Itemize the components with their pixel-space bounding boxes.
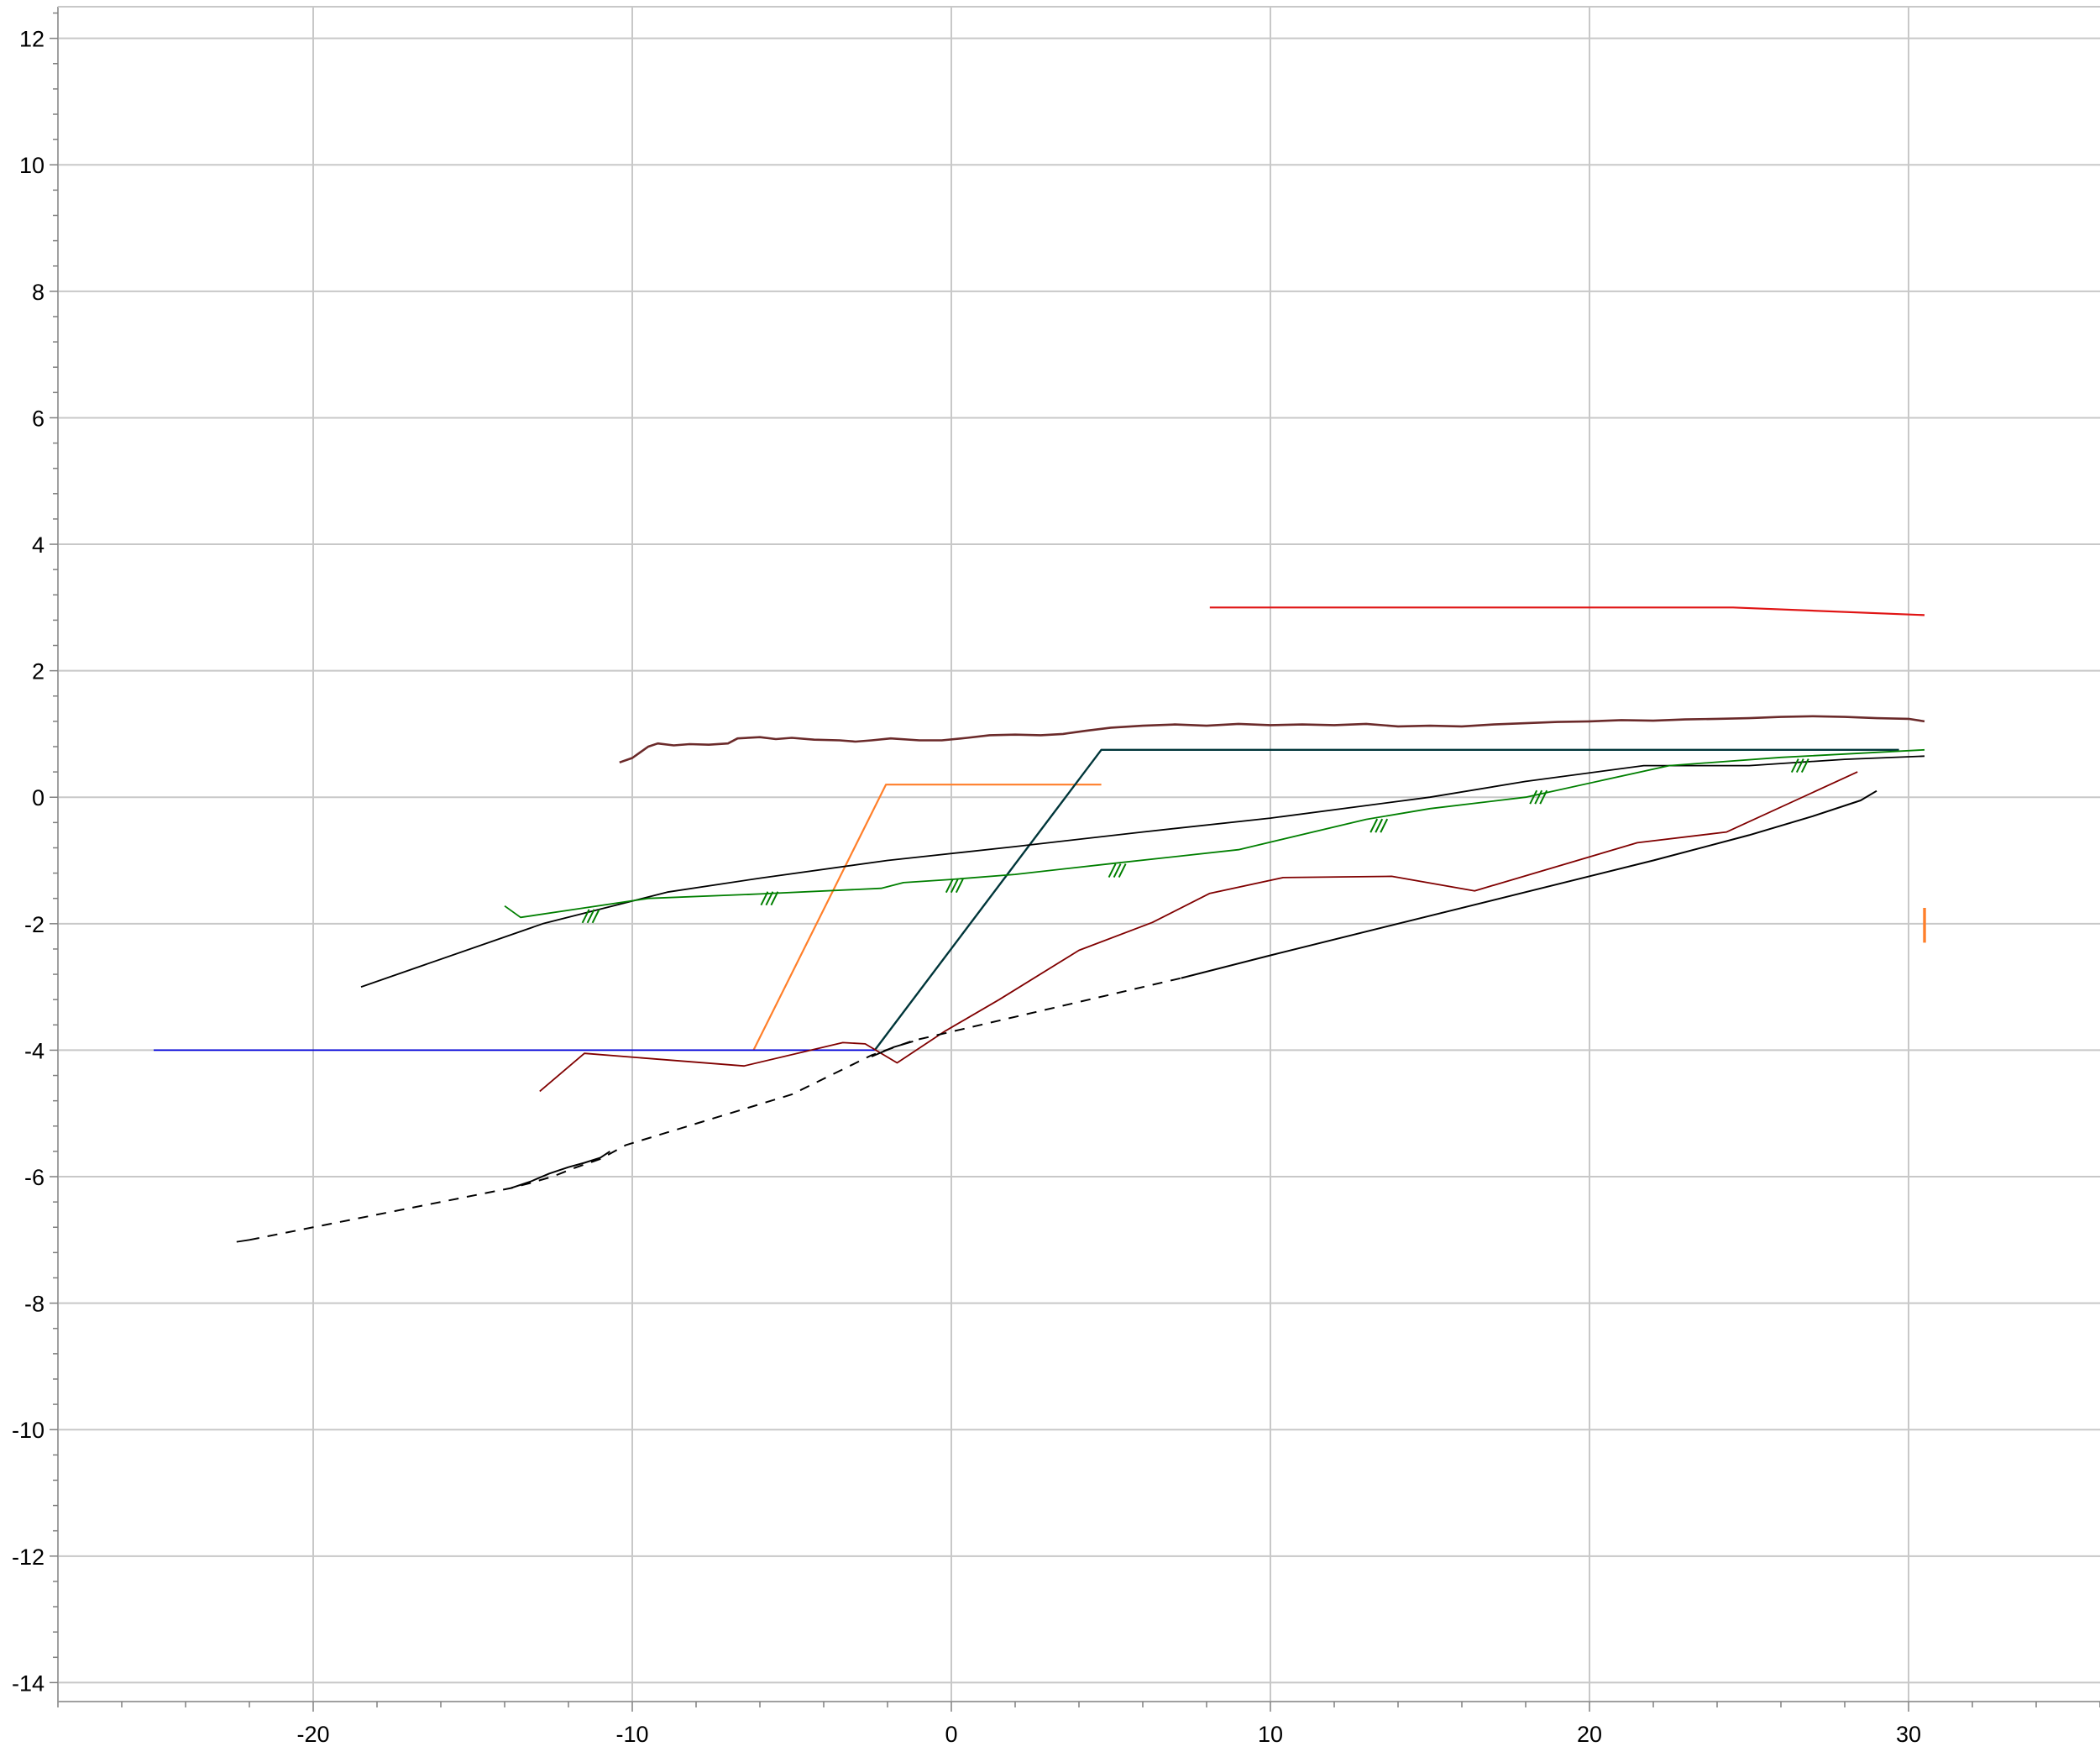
hatch-marker: [1108, 863, 1127, 878]
hatch-marker: [1369, 818, 1389, 833]
grid-lines: [58, 7, 2100, 1702]
hatch-stroke: [1790, 758, 1799, 774]
y-tick-label: -14: [12, 1670, 45, 1696]
hatch-stroke: [581, 909, 590, 924]
series-line: [539, 771, 1858, 1093]
hatch-stroke: [1795, 758, 1804, 774]
y-tick-label: -4: [24, 1038, 45, 1063]
hatch-stroke: [1375, 818, 1384, 833]
hatch-stroke: [1108, 863, 1117, 878]
hatch-markers: [581, 758, 1809, 924]
y-tick-label: 12: [19, 27, 45, 52]
y-tick-label: 6: [32, 406, 45, 431]
hatch-stroke: [765, 891, 774, 906]
y-tick-label: -12: [12, 1545, 45, 1570]
y-tick-label: 2: [32, 659, 45, 684]
hatch-stroke: [1369, 818, 1379, 833]
x-tick-label: 30: [1896, 1722, 1921, 1747]
series-line: [752, 784, 1102, 1051]
hatch-stroke: [945, 878, 954, 894]
series-line: [1209, 606, 1925, 616]
hatch-stroke: [770, 891, 779, 906]
series-line: [1181, 789, 1877, 979]
axes: [50, 6, 2100, 1712]
hatch-stroke: [1113, 863, 1122, 878]
hatch-stroke: [591, 909, 600, 924]
y-tick-label: 4: [32, 532, 45, 558]
hatch-stroke: [1529, 789, 1538, 805]
x-tick-label: 20: [1577, 1722, 1602, 1747]
x-tick-label: 10: [1258, 1722, 1283, 1747]
hatch-stroke: [760, 891, 769, 906]
y-tick-label: -8: [24, 1292, 45, 1317]
data-series: [154, 606, 1926, 1243]
series-line: [236, 1239, 250, 1243]
y-tick-label: 0: [32, 785, 45, 810]
x-tick-label: 0: [945, 1722, 957, 1747]
hatch-stroke: [1380, 818, 1389, 833]
series-line: [504, 748, 1925, 919]
x-tick-label: -20: [296, 1722, 329, 1747]
y-tick-label: 10: [19, 153, 45, 178]
hatch-stroke: [1800, 758, 1809, 774]
y-tick-label: -6: [24, 1165, 45, 1190]
hatch-stroke: [1118, 863, 1127, 878]
hatch-stroke: [950, 878, 959, 894]
x-tick-label: -10: [615, 1722, 648, 1747]
series-line: [360, 755, 1925, 988]
hatch-marker: [1529, 789, 1548, 805]
hatch-marker: [760, 891, 779, 906]
hatch-marker: [581, 909, 600, 924]
hatch-stroke: [1539, 789, 1548, 805]
series-line: [619, 715, 1925, 764]
hatch-marker: [1790, 758, 1809, 774]
hatch-stroke: [955, 878, 964, 894]
series-line: [511, 1151, 610, 1189]
hatch-stroke: [1534, 789, 1543, 805]
hatch-marker: [945, 878, 964, 894]
hatch-stroke: [586, 909, 595, 924]
y-tick-label: -2: [24, 912, 45, 937]
y-tick-label: -10: [12, 1418, 45, 1443]
series-line: [871, 1040, 914, 1057]
y-tick-label: 8: [32, 280, 45, 305]
series-line: [873, 748, 1899, 1052]
